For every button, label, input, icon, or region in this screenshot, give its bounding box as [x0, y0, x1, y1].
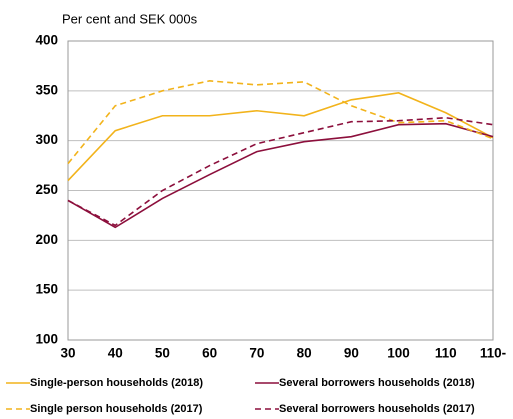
y-tick-label: 100	[35, 332, 58, 347]
y-tick-label: 250	[35, 182, 58, 197]
x-tick-label: 30	[60, 346, 75, 361]
chart-subtitle: Per cent and SEK 000s	[62, 11, 198, 26]
y-tick-label: 400	[35, 33, 58, 48]
x-tick-label: 80	[297, 346, 312, 361]
series-line	[67, 122, 494, 229]
legend-label: Several borrowers households (2018)	[279, 377, 475, 389]
series-line	[67, 92, 494, 182]
y-tick-label: 150	[35, 282, 58, 297]
x-tick-label: 100	[387, 346, 410, 361]
x-tick-label: 110-	[480, 346, 506, 361]
x-tick-label: 50	[155, 346, 170, 361]
x-tick-label: 90	[344, 346, 359, 361]
x-tick-label: 110	[435, 346, 457, 361]
series-line	[67, 80, 494, 165]
legend-label: Single-person households (2018)	[30, 377, 203, 389]
x-tick-label: 60	[202, 346, 217, 361]
x-tick-label: 70	[249, 346, 264, 361]
legend-label: Single person households (2017)	[30, 403, 203, 415]
y-tick-label: 200	[35, 232, 58, 247]
plot-frame	[67, 40, 494, 341]
x-tick-label: 40	[108, 346, 123, 361]
series-line	[67, 116, 494, 227]
y-tick-label: 300	[35, 132, 58, 147]
legend-label: Several borrowers households (2017)	[279, 403, 475, 415]
y-tick-label: 350	[35, 82, 58, 97]
